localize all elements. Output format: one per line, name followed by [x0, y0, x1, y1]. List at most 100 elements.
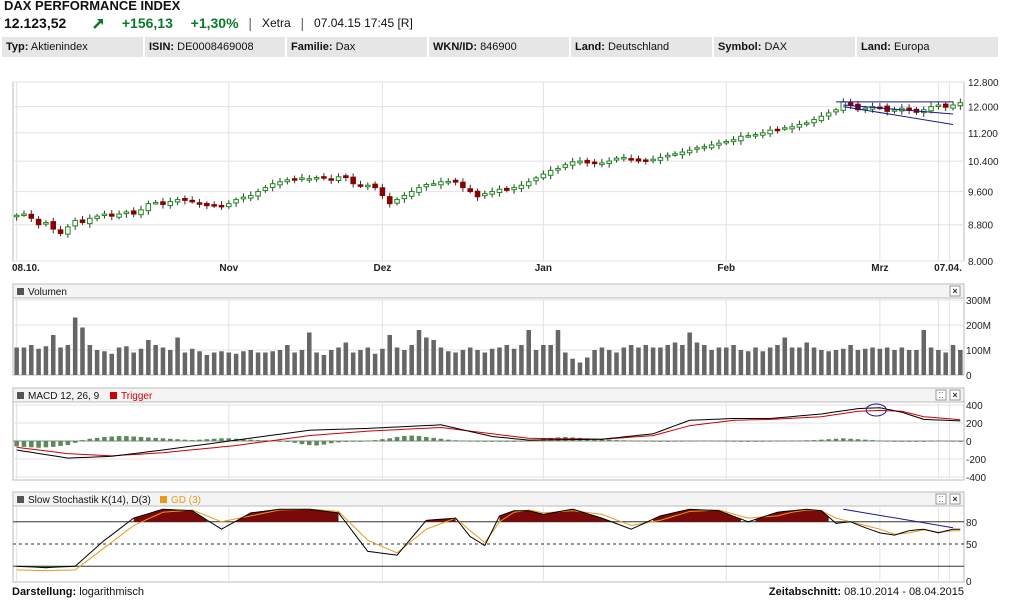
macd-histogram-bar	[482, 441, 488, 442]
macd-histogram-bar	[921, 441, 927, 442]
candle	[277, 181, 283, 186]
volume-bar	[614, 352, 619, 375]
volume-bar	[233, 353, 239, 375]
candle	[262, 187, 269, 191]
volume-bar	[519, 345, 524, 375]
macd-histogram-bar	[621, 440, 627, 442]
macd-histogram-bar	[855, 439, 861, 441]
macd-histogram-bar	[680, 440, 685, 442]
info-type: Typ: Aktienindex	[2, 37, 143, 57]
macd-histogram-bar	[138, 436, 144, 441]
candle	[50, 221, 57, 230]
macd-histogram-bar	[643, 440, 649, 442]
candle	[445, 180, 452, 184]
volume-bar	[658, 347, 663, 375]
volume-bar	[848, 345, 853, 375]
candle	[291, 178, 298, 181]
volume-bar	[336, 347, 341, 375]
macd-histogram-bar	[519, 440, 524, 442]
macd-histogram-bar	[292, 441, 297, 443]
volume-bar	[380, 348, 385, 375]
volume-bar	[394, 347, 400, 375]
info-wkn: WKN/ID: 846900	[429, 37, 569, 57]
candle	[196, 202, 203, 205]
macd-histogram-bar	[307, 441, 312, 446]
volume-bar	[606, 350, 612, 375]
macd-histogram-bar	[438, 438, 444, 441]
quote-line: 12.123,52 +156,13 +1,30% | Xetra | 07.04…	[4, 14, 413, 31]
candle	[847, 102, 854, 106]
candle	[672, 153, 678, 156]
divider: |	[248, 15, 253, 32]
price-axis-label: 9.600	[968, 188, 993, 199]
macd-histogram-bar	[475, 440, 480, 442]
candle	[818, 115, 825, 122]
info-region: Land: Europa	[857, 37, 998, 57]
volume-bar	[72, 317, 78, 375]
candle	[94, 215, 100, 219]
candle	[123, 211, 130, 215]
macd-axis-label: 400	[966, 401, 983, 412]
price-axis-label: 10.400	[968, 157, 999, 168]
macd-histogram-bar	[599, 439, 605, 441]
info-country: Land: Deutschland	[571, 37, 712, 57]
candle	[533, 177, 539, 182]
macd-histogram-bar	[811, 440, 817, 441]
macd-histogram-bar	[146, 437, 151, 441]
volume-bar	[680, 345, 685, 375]
candle	[825, 112, 832, 117]
index-title: DAX PERFORMANCE INDEX	[4, 0, 181, 13]
volume-bar	[387, 335, 393, 375]
macd-histogram-bar	[211, 438, 217, 441]
macd-histogram-bar	[606, 439, 612, 441]
close-icon	[949, 285, 961, 297]
candle	[335, 176, 342, 181]
macd-histogram-bar	[21, 441, 27, 447]
arrow-up-icon	[92, 16, 106, 30]
volume-bar	[189, 348, 195, 375]
candle	[555, 167, 561, 171]
price-axis-label: 12.000	[968, 103, 999, 114]
volume-bar	[782, 337, 788, 375]
macd-histogram-bar	[219, 438, 224, 441]
price-axis-label: 11.200	[968, 129, 998, 140]
time-axis-label: Mrz	[871, 263, 888, 274]
candle	[343, 175, 349, 179]
volume-bar	[445, 351, 451, 375]
candle	[255, 191, 261, 197]
candle	[760, 132, 766, 136]
candle	[643, 159, 649, 162]
macd-histogram-bar	[460, 440, 466, 442]
exchange-name: Xetra	[261, 16, 291, 31]
macd-histogram-bar	[109, 436, 115, 441]
volume-bar	[628, 345, 634, 375]
candle	[474, 190, 481, 198]
volume-bar	[160, 347, 166, 375]
time-axis-label: Jan	[535, 263, 552, 274]
macd-histogram-bar	[189, 440, 195, 441]
volume-bar	[402, 350, 407, 375]
close-icon	[949, 493, 961, 505]
trigger-legend-swatch	[110, 392, 117, 399]
volume-bar	[87, 345, 93, 375]
volume-bar	[928, 347, 934, 375]
candle	[738, 135, 744, 142]
info-symbol: Symbol: DAX	[714, 37, 855, 57]
candle	[189, 199, 195, 203]
macd-histogram-bar	[255, 440, 261, 441]
macd-histogram-bar	[197, 439, 202, 441]
candle	[628, 158, 634, 161]
volume-bar	[124, 346, 129, 375]
volume-bar	[248, 350, 254, 375]
macd-histogram-bar	[58, 441, 63, 446]
macd-histogram-bar	[511, 441, 517, 442]
macd-histogram-bar	[738, 441, 744, 442]
volume-bar	[592, 350, 597, 375]
candle	[269, 183, 276, 188]
candle	[891, 109, 898, 112]
candle	[584, 159, 591, 164]
candle	[372, 183, 378, 189]
candle	[321, 176, 327, 179]
macd-histogram-bar	[14, 441, 19, 447]
